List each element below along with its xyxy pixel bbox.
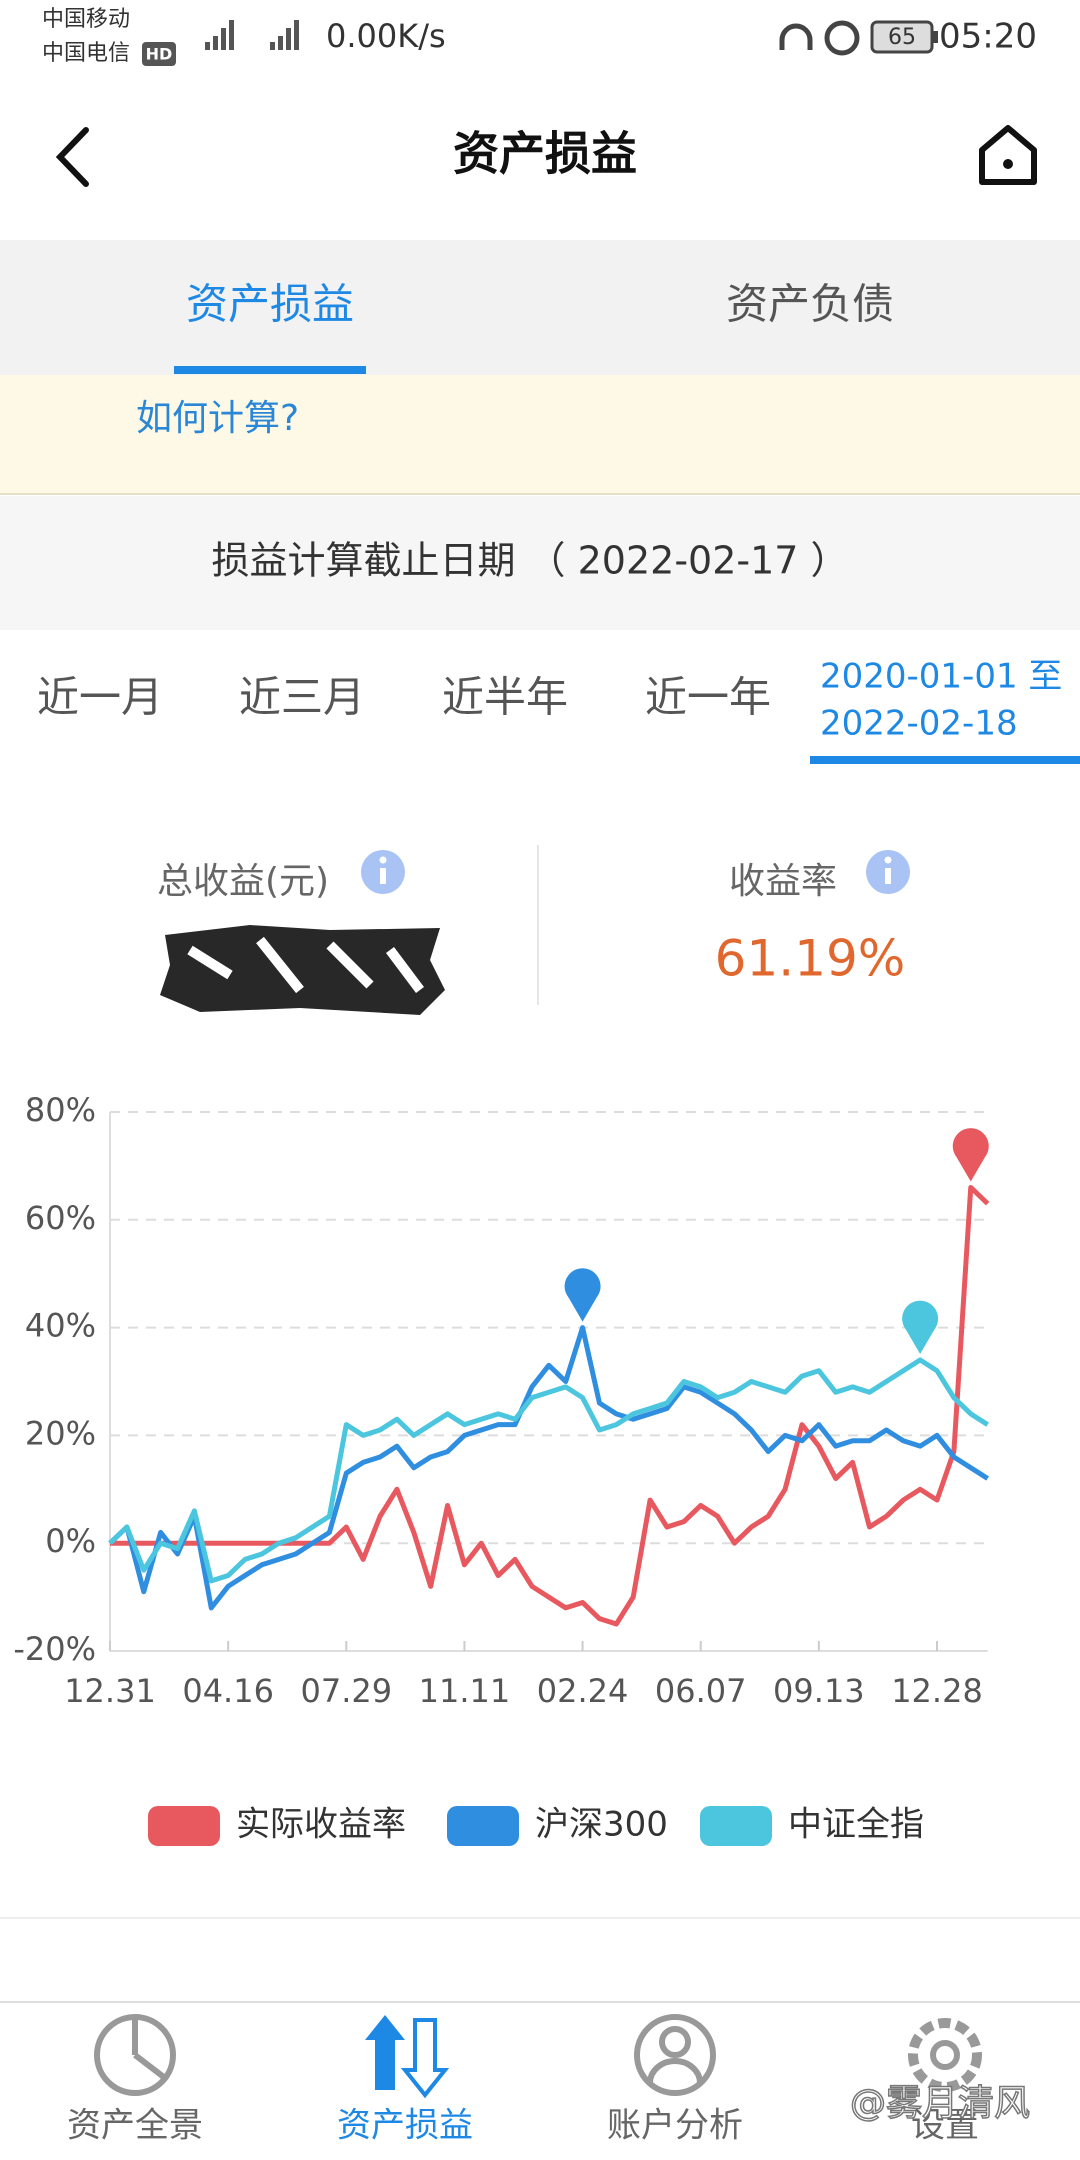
hd-text: HD (146, 45, 173, 64)
battery (870, 20, 934, 54)
watermark: @雾月清风 (850, 2083, 1030, 2124)
x-tick-label: 12.28 (891, 1672, 983, 1710)
x-tick-label: 12.31 (64, 1672, 156, 1710)
chart: -20% 0% 20% 40% 60% 80% 12.31 04.16 07.29 11.11 02… (13, 1091, 990, 1846)
y-tick-label: 20% (25, 1414, 96, 1452)
max-pin (902, 1300, 939, 1354)
x-tick-label: 04.16 (182, 1672, 274, 1710)
period-option[interactable]: 近半年 (442, 673, 568, 722)
legend-swatch (700, 1806, 772, 1846)
battery-tip (933, 31, 938, 43)
tab-active[interactable]: 资产损益 (186, 280, 354, 329)
x-tick-label: 07.29 (300, 1672, 392, 1710)
notice-banner (0, 375, 1080, 495)
info-glyph (380, 868, 386, 884)
home-button[interactable] (979, 125, 1037, 185)
series-line (108, 1325, 989, 1611)
legend-label: 实际收益率 (236, 1805, 406, 1845)
alarm-icon (824, 20, 860, 56)
nav-label: 资产损益 (337, 2106, 473, 2146)
net-speed: 0.00K/s (326, 17, 446, 55)
info-glyph (379, 856, 387, 864)
cutoff-date: 损益计算截止日期 （ 2022-02-17 ） (211, 539, 848, 583)
nav-item[interactable]: 资产全景 (67, 2014, 203, 2146)
custom-period-start[interactable]: 2020-01-01 至 (820, 657, 1062, 697)
custom-period-end[interactable]: 2022-02-18 (820, 704, 1018, 744)
nav-label: 设置 (911, 2106, 979, 2146)
nav-item[interactable]: 资产损益 (337, 2015, 473, 2146)
period-option[interactable]: 近三月 (239, 673, 365, 722)
battery-level: 65 (888, 25, 916, 50)
nav-label: 资产全景 (67, 2106, 203, 2146)
y-tick-label: 0% (45, 1522, 96, 1560)
headphone-icon (779, 23, 813, 50)
series-line (108, 1357, 989, 1584)
max-pin (564, 1268, 601, 1322)
legend-swatch (148, 1806, 220, 1846)
x-tick-label: 11.11 (419, 1672, 511, 1710)
x-tick-label: 02.24 (537, 1672, 629, 1710)
carrier: 中国移动 (42, 7, 130, 32)
nav-item[interactable]: 设置 (908, 2018, 982, 2146)
period-option[interactable]: 近一月 (37, 673, 163, 722)
stat-label: 收益率 (729, 861, 837, 902)
cutoff-band (0, 496, 1080, 630)
clock: 05:20 (939, 17, 1037, 57)
y-tick-label: 60% (25, 1199, 96, 1237)
y-tick-label: -20% (13, 1630, 96, 1668)
redacted-value (160, 925, 445, 1015)
notice-link[interactable]: 如何计算? (136, 398, 299, 439)
legend-label: 中证全指 (788, 1805, 924, 1845)
carrier: 中国电信 (42, 41, 130, 66)
tab-bar (0, 240, 1080, 375)
max-pin (952, 1128, 989, 1182)
tab[interactable]: 资产负债 (726, 280, 894, 329)
nav-label: 账户分析 (607, 2106, 743, 2146)
x-tick-label: 06.07 (655, 1672, 747, 1710)
series-line (110, 1184, 990, 1627)
period-underline (810, 756, 1080, 764)
legend-label: 沪深300 (535, 1805, 668, 1845)
y-tick-label: 40% (25, 1307, 96, 1345)
nav-item[interactable]: 账户分析 (607, 2014, 743, 2146)
legend-swatch (447, 1806, 519, 1846)
period-option[interactable]: 近一年 (645, 673, 771, 722)
page-title: 资产损益 (453, 127, 637, 181)
back-button[interactable] (55, 127, 89, 187)
stat-label: 总收益(元) (157, 861, 329, 902)
x-tick-label: 09.13 (773, 1672, 865, 1710)
y-tick-label: 80% (25, 1091, 96, 1129)
info-glyph (884, 856, 892, 864)
info-glyph (885, 868, 891, 884)
tab-underline (174, 366, 366, 374)
hd-badge (142, 42, 176, 66)
signal-icons (205, 20, 299, 50)
rate-value: 61.19% (715, 930, 906, 988)
